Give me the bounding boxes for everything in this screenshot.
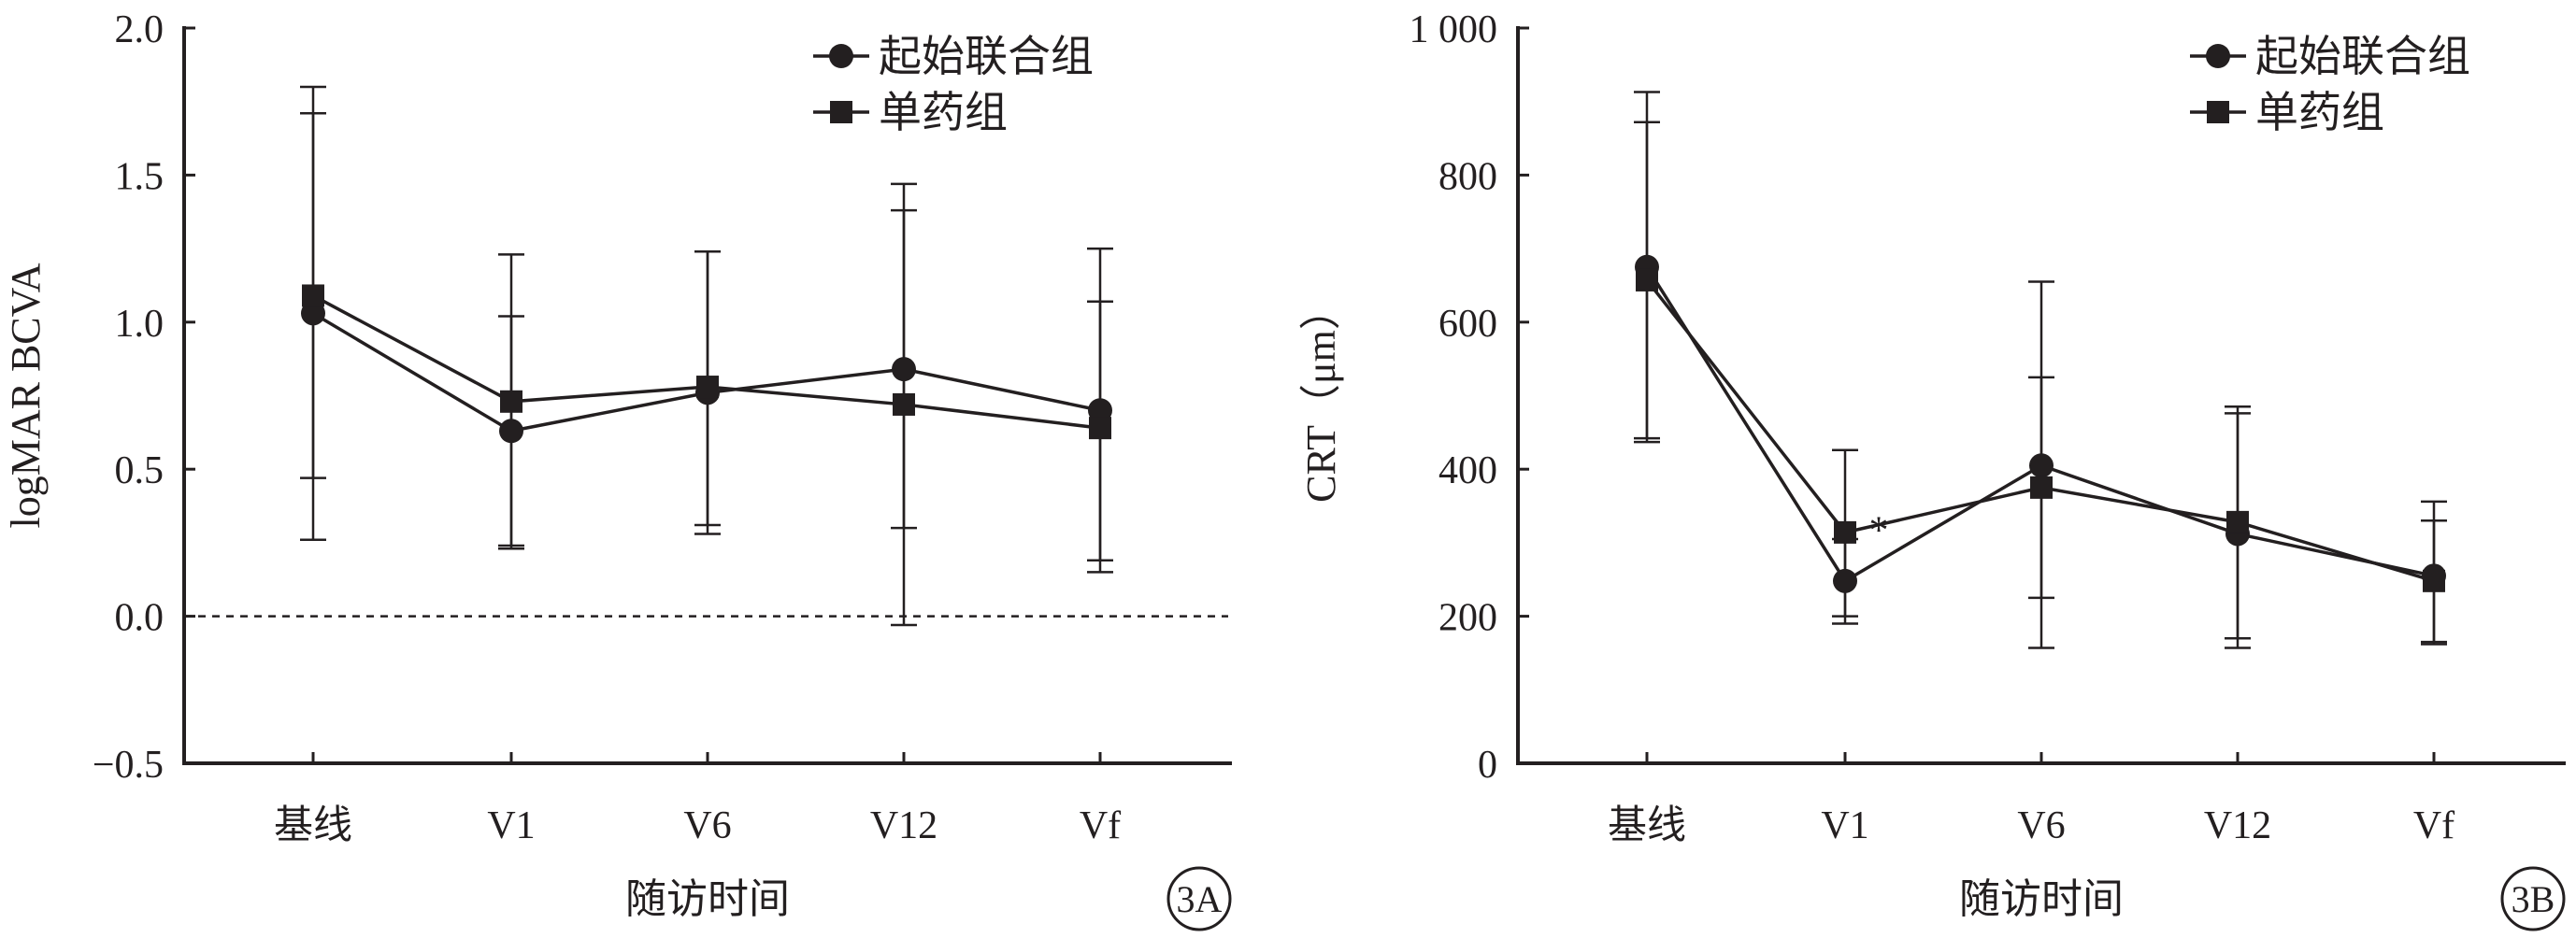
data-point-circle [1833, 568, 1857, 593]
x-tick-label: V1 [1821, 804, 1868, 847]
x-tick-label: 基线 [274, 804, 352, 847]
legend-marker-circle [2206, 44, 2230, 68]
y-tick-label: 800 [1438, 155, 1497, 198]
x-tick-label: V6 [683, 804, 731, 847]
y-tick-label: 0.5 [115, 449, 165, 492]
y-tick-label: 400 [1438, 449, 1497, 492]
x-axis-label: 随访时间 [1959, 876, 2124, 922]
legend-label: 单药组 [2255, 89, 2384, 136]
y-tick-label: 0.0 [115, 597, 165, 640]
panel-3a: −0.5 0.0 0.5 1.0 1.5 2.0 基线 V1 V6 V12 Vf logMAR BCV… [3, 8, 1232, 931]
data-point-square [893, 392, 915, 416]
x-tick-label: V1 [487, 804, 535, 847]
panel-label: 3B [2512, 878, 2555, 920]
data-point-circle [301, 301, 325, 326]
data-point-circle [2029, 453, 2054, 478]
legend-marker-square [830, 101, 852, 123]
data-point-square [500, 390, 522, 413]
y-axis-label: CRT（μm） [1298, 289, 1344, 503]
x-tick-label: V12 [870, 804, 937, 847]
y-tick-label: 0 [1478, 744, 1497, 787]
x-axis-label: 随访时间 [625, 876, 790, 922]
data-point-square [2226, 510, 2249, 533]
y-tick-label: 1.0 [115, 303, 165, 346]
significance-marker: * [1869, 509, 1889, 552]
data-point-square [302, 284, 324, 307]
x-tick-label: V6 [2017, 804, 2065, 847]
x-tick-label: V12 [2204, 804, 2271, 847]
data-point-square [2030, 476, 2053, 499]
panel-3b: 0 200 400 600 800 1 000 基线 V1 V6 V12 Vf CRT（μm） 随访时间… [1298, 8, 2566, 931]
y-tick-label: 200 [1438, 597, 1497, 640]
y-tick-label: −0.5 [93, 744, 164, 787]
legend-label: 起始联合组 [879, 33, 1094, 80]
data-point-square [1834, 520, 1856, 544]
x-tick-label: Vf [2413, 804, 2454, 847]
panel-label-circle [2500, 866, 2566, 931]
panel-label-circle [1166, 866, 1232, 931]
legend-marker-circle [829, 44, 853, 68]
legend-marker-square [2207, 101, 2229, 123]
data-point-square [2423, 569, 2445, 592]
data-point-circle [892, 357, 916, 382]
y-tick-label: 1 000 [1410, 8, 1498, 51]
data-point-square [696, 376, 719, 399]
y-tick-label: 600 [1438, 303, 1497, 346]
y-axis-label: logMAR BCVA [3, 263, 49, 528]
legend-label: 起始联合组 [2255, 33, 2470, 80]
data-point-circle [499, 419, 523, 444]
data-point-square [1636, 268, 1658, 291]
x-tick-label: Vf [1080, 804, 1121, 847]
data-point-square [1089, 417, 1111, 440]
y-tick-label: 1.5 [115, 155, 165, 198]
data-point-circle [1088, 398, 1112, 423]
x-tick-label: 基线 [1608, 804, 1686, 847]
legend-label: 单药组 [879, 89, 1008, 136]
y-tick-label: 2.0 [115, 8, 165, 51]
panel-label: 3A [1177, 878, 1223, 920]
